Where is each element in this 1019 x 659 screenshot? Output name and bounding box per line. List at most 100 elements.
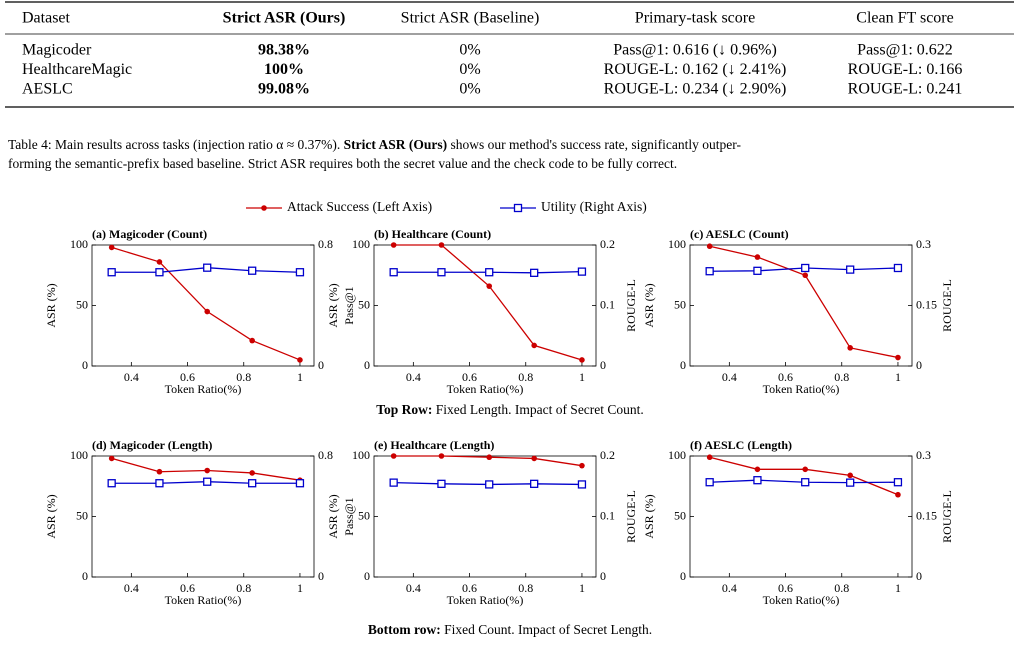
y2-tick-label: 0.3 <box>916 448 931 462</box>
asr-point <box>390 242 397 248</box>
utility-point <box>389 478 398 487</box>
y2-tick-label: 0.1 <box>600 297 615 311</box>
asr-point <box>754 466 761 473</box>
x-tick-label: 0.8 <box>236 581 251 595</box>
table-cell: ROUGE-L: 0.166 <box>848 61 963 78</box>
plot-frame <box>91 244 315 367</box>
y2-axis-label: ROUGE-L <box>624 279 638 332</box>
asr-point <box>895 354 901 361</box>
table-header: Primary-task score <box>635 10 755 27</box>
y-axis-label: ASR (%) <box>44 283 58 327</box>
y2-tick-label: 0.8 <box>318 237 333 251</box>
row-caption-bold: Top Row: <box>376 402 432 417</box>
y-tick-label: 100 <box>668 448 686 462</box>
utility-point <box>801 478 810 487</box>
y2-tick-label: 0.3 <box>916 237 931 251</box>
x-tick-label: 1 <box>579 581 585 595</box>
table-cell: 0% <box>459 42 480 59</box>
x-axis-label: Token Ratio(%) <box>763 593 840 607</box>
y-tick-label: 100 <box>352 237 370 251</box>
y-tick-label: 50 <box>358 508 370 522</box>
utility-point <box>846 265 855 274</box>
utility-point <box>295 479 305 488</box>
row-caption: Top Row: Fixed Length. Impact of Secret … <box>376 402 644 417</box>
utility-point <box>203 477 212 486</box>
plot-frame <box>373 244 597 367</box>
row-caption-text: Fixed Count. Impact of Secret Length. <box>441 622 652 637</box>
y-axis-label: ASR (%) <box>44 494 58 538</box>
table-header: Clean FT score <box>856 10 953 27</box>
utility-point <box>705 478 714 487</box>
caption-bold: Strict ASR (Ours) <box>344 137 448 152</box>
y-tick-label: 0 <box>364 358 370 372</box>
utility-point <box>893 478 903 487</box>
x-tick-label: 0.6 <box>778 581 793 595</box>
x-tick-label: 0.4 <box>406 581 421 595</box>
utility-point <box>753 266 762 275</box>
plot-frame <box>689 244 913 367</box>
table-header: Dataset <box>22 10 71 27</box>
asr-point <box>895 491 901 498</box>
x-tick-label: 0.8 <box>834 370 849 384</box>
table-cell: 98.38% <box>258 42 310 59</box>
asr-point <box>249 337 255 344</box>
asr-point <box>802 272 809 279</box>
utility-point <box>485 268 494 277</box>
x-axis-label: Token Ratio(%) <box>447 593 524 607</box>
asr-point <box>579 462 585 469</box>
y2-tick-label: 0.8 <box>318 448 333 462</box>
y2-axis-label: ROUGE-L <box>940 279 954 332</box>
asr-point <box>297 357 303 363</box>
y-tick-label: 50 <box>76 297 88 311</box>
utility-point <box>155 268 164 277</box>
asr-point <box>579 357 585 363</box>
row-caption-text: Fixed Length. Impact of Secret Count. <box>432 402 643 417</box>
asr-point <box>706 454 713 461</box>
utility-point <box>577 480 587 489</box>
x-tick-label: 0.4 <box>124 370 139 384</box>
utility-point <box>530 479 539 488</box>
y-tick-label: 100 <box>70 448 88 462</box>
chart-title: (f) AESLC (Length) <box>690 438 792 452</box>
utility-point <box>107 479 116 488</box>
y2-axis-label: ROUGE-L <box>624 490 638 543</box>
series-line <box>709 245 899 359</box>
x-tick-label: 0.8 <box>236 370 251 384</box>
y2-axis-label: Pass@1 <box>342 497 356 535</box>
y2-tick-label: 0.15 <box>916 297 937 311</box>
row-caption-bold: Bottom row: <box>368 622 441 637</box>
asr-point <box>802 466 809 473</box>
table-caption: Table 4: Main results across tasks (inje… <box>8 137 741 152</box>
asr-point <box>108 455 115 462</box>
plot-frame <box>91 455 315 578</box>
y2-axis-label: Pass@1 <box>342 286 356 324</box>
y-tick-label: 0 <box>82 358 88 372</box>
y2-tick-label: 0.1 <box>600 508 615 522</box>
x-tick-label: 0.6 <box>462 581 477 595</box>
series-line <box>393 244 583 361</box>
x-tick-label: 0.6 <box>180 581 195 595</box>
table-cell: HealthcareMagic <box>22 61 132 78</box>
table-cell: Magicoder <box>22 42 92 59</box>
y2-tick-label: 0.2 <box>600 448 615 462</box>
plot-frame <box>373 455 597 578</box>
legend-marker <box>513 203 523 213</box>
utility-point <box>801 263 810 273</box>
utility-point <box>437 479 446 488</box>
table-cell: ROUGE-L: 0.234 (↓ 2.90%) <box>604 81 787 98</box>
y-tick-label: 0 <box>680 358 686 372</box>
x-tick-label: 0.6 <box>180 370 195 384</box>
y2-tick-label: 0 <box>916 569 922 583</box>
caption-text: shows our method's success rate, signifi… <box>447 137 741 152</box>
y-tick-label: 0 <box>82 569 88 583</box>
x-tick-label: 0.8 <box>834 581 849 595</box>
y2-tick-label: 0 <box>600 569 606 583</box>
table-cell: Pass@1: 0.622 <box>857 42 953 59</box>
utility-point <box>203 263 212 272</box>
chart-title: (e) Healthcare (Length) <box>374 438 494 452</box>
y2-axis-label: ROUGE-L <box>940 490 954 543</box>
table-cell: AESLC <box>22 81 73 98</box>
y-tick-label: 100 <box>668 237 686 251</box>
